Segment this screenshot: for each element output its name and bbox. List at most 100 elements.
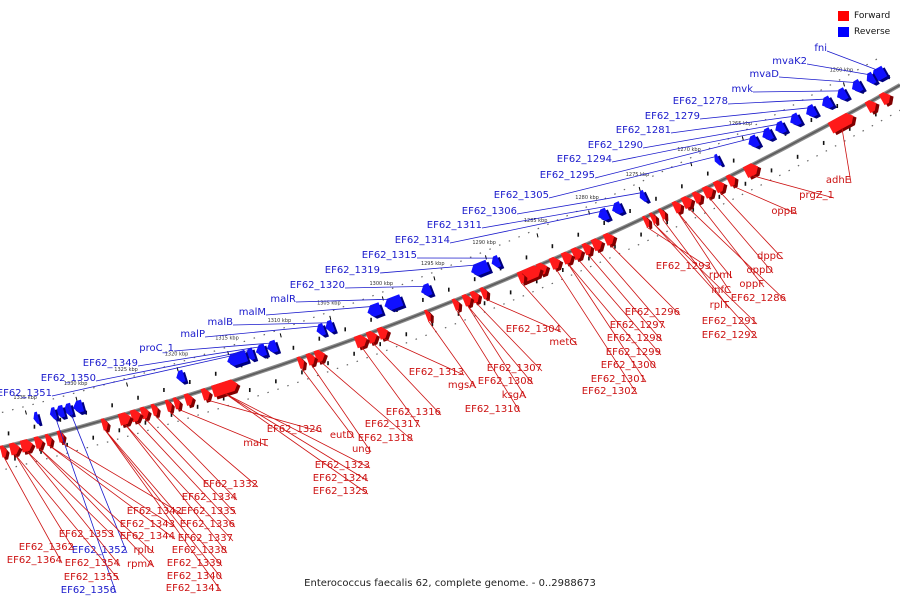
gene-arrow-face [210, 379, 238, 398]
forward-gene-label: rpmI [709, 270, 732, 281]
forward-gene-label-leader [320, 361, 414, 442]
backbone-core [0, 84, 900, 449]
legend-forward-label: Forward [854, 10, 891, 21]
forward-gene-label-leader [225, 393, 369, 482]
scale-tick [484, 255, 487, 260]
scale-tick [75, 396, 78, 402]
reverse-gene-label: fni [814, 43, 827, 54]
forward-gene-label-leader [428, 320, 477, 389]
forward-gene-label-leader [3, 456, 63, 564]
forward-gene-label: adhE [826, 175, 851, 186]
genome-caption: Enterococcus faecalis 62, complete genom… [304, 578, 596, 589]
forward-gene-label-leader [14, 454, 120, 581]
gene-arrow-face [316, 323, 327, 336]
forward-gene-arrow [648, 212, 660, 227]
scale-label: 1280 kbp [575, 195, 599, 201]
reverse-gene-arrow [851, 79, 867, 94]
scale-label: 1270 kbp [677, 147, 701, 153]
gene-arrow-face [479, 287, 488, 300]
forward-gene-label-leader [224, 393, 369, 495]
scale-tick [24, 410, 27, 415]
reverse-gene-arrow [748, 134, 764, 150]
forward-gene-label-leader [697, 202, 765, 288]
forward-gene-label-leader [609, 243, 681, 316]
forward-gene-label-leader [26, 450, 115, 538]
forward-gene-label-leader [731, 185, 798, 215]
scale-label: 1290 kbp [472, 240, 496, 246]
reverse-gene-arrow [421, 282, 436, 299]
forward-gene-arrow [200, 387, 213, 403]
forward-gene-arrow [701, 185, 717, 201]
gene-arrow-face [353, 334, 368, 349]
forward-gene-label-leader [555, 268, 638, 395]
gene-arrow-face [878, 92, 891, 106]
forward-gene-label: rplU [133, 545, 154, 556]
forward-gene-label: EF62_1355 [64, 572, 119, 583]
scale-label: 1285 kbp [524, 218, 548, 224]
forward-gene-label: EF62_1307 [487, 363, 542, 374]
scale-label: 1325 kbp [114, 367, 138, 373]
forward-gene-arrow [19, 439, 36, 455]
forward-gene-label: EF62_1343 [120, 519, 175, 530]
reverse-gene-label: EF62_1350 [41, 373, 96, 384]
reverse-gene-label: EF62_1311 [427, 220, 482, 231]
reverse-gene-label: malM [239, 307, 266, 318]
gene-arrow-face [461, 293, 472, 307]
forward-gene-label-leader [104, 429, 223, 567]
reverse-gene-label-leader [51, 354, 237, 397]
reverse-gene-label-leader [699, 107, 811, 120]
reverse-gene-arrow [55, 404, 68, 420]
forward-gene-label-leader [225, 393, 371, 469]
forward-gene-label-leader [206, 399, 323, 433]
forward-gene-label: metG [549, 337, 577, 348]
forward-gene-label: malT [243, 438, 269, 449]
forward-gene-arrow [742, 163, 762, 180]
gene-arrow-face [100, 418, 108, 431]
gene-arrow-face [641, 215, 650, 228]
gene-arrow-face [367, 302, 383, 317]
forward-gene-label: EF62_1342 [127, 506, 182, 517]
reverse-gene-label-leader [265, 305, 374, 316]
reverse-gene-arrow [384, 294, 407, 313]
legend-reverse-label: Reverse [854, 26, 891, 37]
reverse-gene-arrow [639, 189, 651, 204]
gene-arrow-face [365, 330, 378, 344]
forward-gene-label: EF62_1354 [65, 558, 120, 569]
reverse-gene-label: proC_1 [139, 343, 174, 354]
legend: Forward Reverse [838, 9, 890, 41]
reverse-gene-label-leader [232, 322, 330, 326]
gene-arrow-face [376, 326, 389, 340]
reverse-gene-label-leader [826, 50, 879, 71]
forward-gene-label-leader [60, 441, 183, 515]
reverse-gene-label: EF62_1315 [362, 250, 417, 261]
forward-gene-label-leader [653, 223, 758, 325]
gene-arrow-face [657, 208, 666, 220]
forward-gene-label: EF62_1302 [582, 386, 637, 397]
forward-gene-label: infC [711, 285, 731, 296]
reverse-gene-arrow [471, 259, 493, 278]
scale-tick [279, 333, 282, 338]
forward-gene-label: EF62_1299 [606, 347, 661, 358]
forward-gene-label-leader [26, 450, 121, 567]
forward-gene-arrow [878, 92, 894, 107]
gene-arrow-face [581, 242, 592, 256]
forward-gene-arrow [164, 399, 175, 415]
forward-gene-arrow [451, 298, 463, 313]
forward-gene-arrow [100, 418, 111, 433]
forward-gene-label: ksgA [502, 390, 526, 401]
gene-arrow-face [296, 356, 305, 369]
reverse-gene-label-leader [727, 98, 827, 105]
gene-arrow-face [139, 406, 149, 420]
reverse-gene-label-leader [204, 325, 321, 338]
forward-gene-arrow [671, 200, 685, 216]
gene-arrow-face [712, 180, 725, 194]
reverse-gene-label: mvaD [750, 69, 780, 80]
reverse-gene-arrow [806, 104, 821, 119]
forward-gene-label-leader [104, 429, 222, 592]
reverse-gene-label: malR [270, 294, 296, 305]
forward-gene-arrow [139, 406, 152, 422]
gene-arrow-face [822, 95, 834, 109]
forward-gene-label: EF62_1316 [386, 407, 441, 418]
reverse-gene-label: malB [207, 317, 233, 328]
